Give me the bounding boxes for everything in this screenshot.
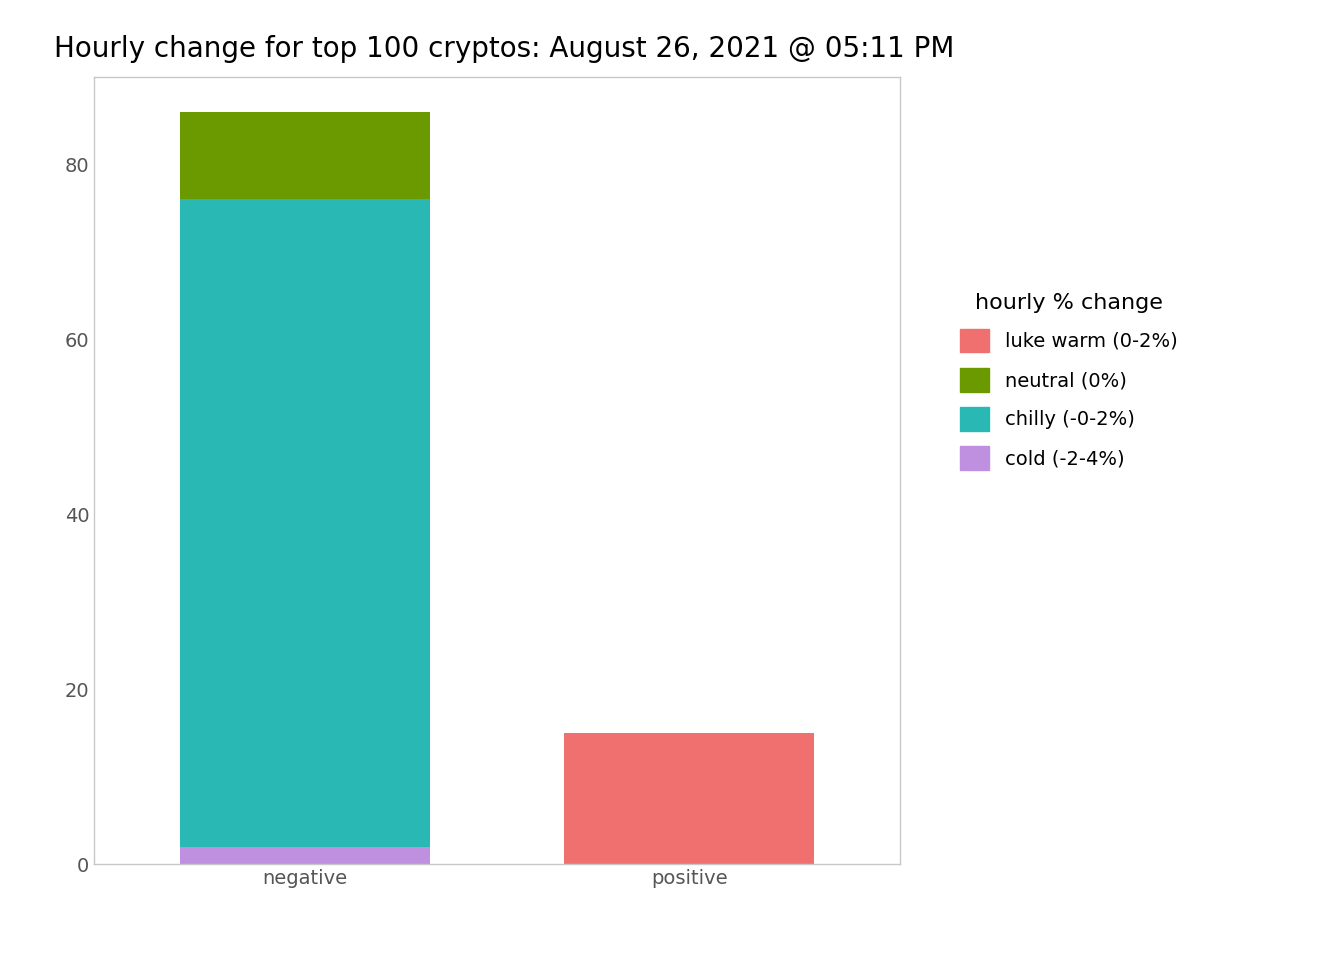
Bar: [564, 732, 814, 864]
Legend: luke warm (0-2%), neutral (0%), chilly (-0-2%), cold (-2-4%): luke warm (0-2%), neutral (0%), chilly (…: [950, 283, 1188, 480]
Bar: [180, 847, 430, 864]
Bar: [180, 200, 430, 847]
Text: Hourly change for top 100 cryptos: August 26, 2021 @ 05:11 PM: Hourly change for top 100 cryptos: Augus…: [54, 36, 954, 63]
Bar: [180, 111, 430, 200]
